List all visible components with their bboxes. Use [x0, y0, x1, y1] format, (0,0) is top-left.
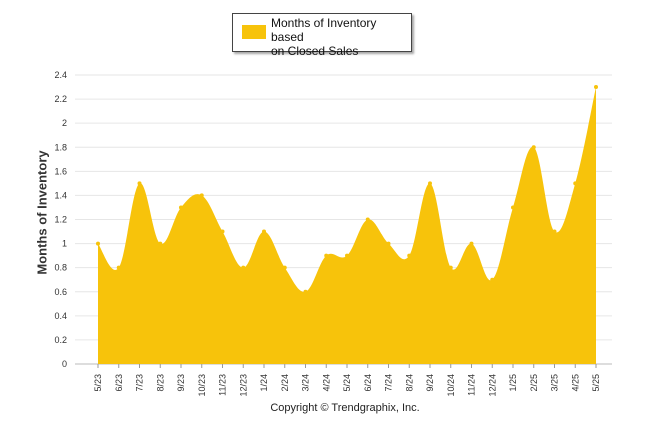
- copyright-text: Copyright © Trendgraphix, Inc.: [270, 402, 420, 414]
- x-tick-label: 10/23: [197, 374, 207, 397]
- x-tick-label: 5/25: [591, 374, 601, 392]
- x-tick-label: 3/24: [301, 374, 311, 392]
- y-tick-label: 1.8: [54, 142, 67, 152]
- data-point: [573, 181, 578, 186]
- y-tick-label: 2: [62, 118, 67, 128]
- x-tick-label: 1/25: [508, 374, 518, 392]
- x-tick-label: 1/24: [259, 374, 269, 392]
- data-point: [324, 253, 329, 258]
- legend-label: Months of Inventory based on Closed Sale…: [271, 16, 409, 58]
- data-point: [199, 193, 204, 198]
- x-tick-label: 8/24: [404, 374, 414, 392]
- legend-label-line2: on Closed Sales: [271, 44, 359, 58]
- x-tick-label: 3/25: [550, 374, 560, 392]
- y-tick-label: 2.4: [54, 70, 67, 80]
- y-tick-label: 0: [62, 359, 67, 369]
- x-tick-label: 11/24: [467, 374, 477, 396]
- x-tick-label: 11/23: [218, 374, 228, 396]
- data-point: [428, 181, 432, 186]
- data-point: [594, 85, 598, 90]
- x-tick-label: 12/24: [487, 374, 497, 397]
- data-point: [490, 277, 495, 282]
- y-tick-label: 0.4: [54, 311, 67, 321]
- data-point: [158, 241, 163, 246]
- legend: Months of Inventory based on Closed Sale…: [232, 13, 412, 58]
- data-point: [303, 289, 308, 294]
- y-tick-label: 1.6: [54, 166, 67, 176]
- x-tick-label: 4/25: [570, 374, 580, 392]
- x-tick-label: 5/23: [93, 374, 103, 392]
- y-axis-ticks: 0 0.2 0.4 0.6 0.8 1 1.2 1.4 1.6 1.8 2 2.2 2.4: [54, 70, 67, 369]
- data-point: [365, 217, 370, 222]
- y-tick-label: 1.4: [54, 190, 67, 200]
- legend-swatch: [242, 25, 266, 39]
- data-point: [116, 265, 121, 270]
- data-point: [241, 265, 246, 270]
- data-point: [220, 229, 225, 234]
- y-tick-label: 2.2: [54, 94, 67, 104]
- y-axis-label: Months of Inventory: [34, 150, 50, 275]
- x-tick-label: 7/24: [384, 374, 394, 392]
- data-point: [552, 229, 557, 234]
- x-tick-label: 8/23: [155, 374, 165, 392]
- x-tick-label: 4/24: [321, 374, 331, 392]
- x-tick-label: 9/23: [176, 374, 186, 392]
- x-tick-label: 6/24: [363, 374, 373, 392]
- legend-label-line1: Months of Inventory based: [271, 16, 377, 44]
- x-tick-label: 12/23: [238, 374, 248, 397]
- x-tick-label: 5/24: [342, 374, 352, 392]
- data-point: [96, 241, 100, 246]
- y-tick-label: 0.8: [54, 263, 67, 273]
- data-point: [511, 205, 515, 210]
- data-point: [345, 253, 349, 258]
- y-tick-label: 0.6: [54, 287, 67, 297]
- x-tick-label: 2/24: [280, 374, 290, 392]
- data-point: [386, 241, 391, 246]
- x-tick-label: 6/23: [114, 374, 124, 392]
- data-point: [179, 205, 183, 210]
- y-tick-label: 1.2: [54, 215, 67, 225]
- series-area-fill: [98, 87, 596, 365]
- series-area: [96, 85, 598, 365]
- data-point: [137, 181, 142, 186]
- x-tick-label: 10/24: [446, 374, 456, 397]
- data-point: [448, 265, 453, 270]
- data-point: [407, 253, 412, 258]
- y-tick-label: 1: [62, 239, 67, 249]
- x-tick-label: 9/24: [425, 374, 435, 392]
- x-tick-label: 7/23: [135, 374, 145, 392]
- x-axis-ticks: 5/23 6/23 7/23 8/23 9/23 10/23 11/23 12/23 1/24 2…: [93, 364, 601, 397]
- data-point: [262, 229, 266, 234]
- data-point: [531, 145, 536, 150]
- data-point: [282, 265, 287, 270]
- data-point: [469, 241, 474, 246]
- y-tick-label: 0.2: [54, 335, 67, 345]
- x-tick-label: 2/25: [529, 374, 539, 392]
